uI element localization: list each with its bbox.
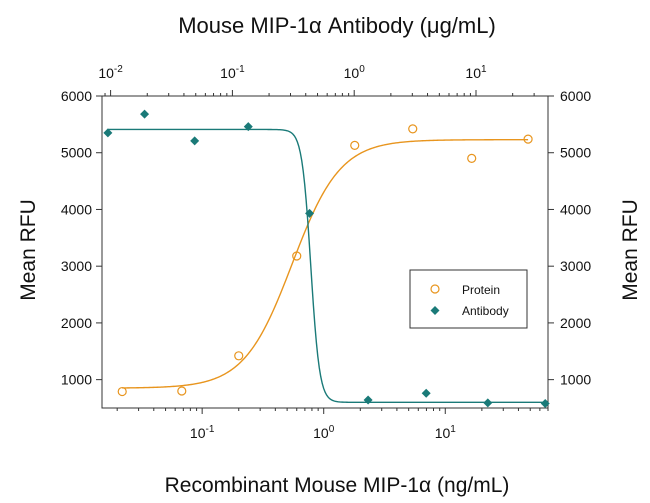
y-tick-label-right: 5000 — [560, 145, 591, 161]
chart-title: Mouse MIP-1α Antibody (μg/mL) — [178, 13, 496, 38]
data-point-antibody — [540, 398, 550, 408]
fit-curve-protein — [122, 138, 529, 389]
data-point-protein — [467, 153, 477, 163]
legend-label-antibody: Antibody — [462, 304, 509, 318]
y-tick-label-left: 6000 — [61, 88, 92, 104]
y-tick-label-right: 1000 — [560, 372, 591, 388]
y-tick-label-left: 5000 — [61, 145, 92, 161]
y-tick-label-left: 1000 — [61, 372, 92, 388]
data-point-antibody — [243, 122, 253, 132]
y-tick-label-right: 4000 — [560, 201, 591, 217]
x-bottom-tick-label: 100 — [313, 424, 335, 441]
legend-marker-protein — [430, 284, 440, 294]
data-point-antibody — [140, 109, 150, 119]
x-top-tick-label: 10-1 — [220, 64, 245, 81]
data-point-antibody — [363, 395, 373, 405]
fit-curves — [107, 128, 546, 404]
x-top-tick-label: 10-2 — [98, 64, 123, 81]
y-axis-label-right: Mean RFU — [619, 199, 642, 301]
data-point-protein — [234, 351, 244, 361]
legend-marker-antibody — [430, 306, 440, 315]
x-ticks-bottom: 10-1 100 101 — [116, 408, 549, 441]
y-axis-label-left: Mean RFU — [17, 199, 40, 301]
plot-frame — [101, 95, 549, 409]
data-point-antibody — [103, 128, 113, 138]
data-point-antibody — [190, 136, 200, 146]
legend-label-protein: Protein — [462, 283, 500, 297]
y-tick-label-right: 3000 — [560, 258, 591, 274]
data-point-antibody — [421, 388, 431, 398]
data-point-protein — [177, 386, 187, 396]
y-tick-label-right: 6000 — [560, 88, 591, 104]
x-bottom-tick-label: 10-1 — [190, 424, 215, 441]
y-tick-label-right: 2000 — [560, 315, 591, 331]
y-tick-label-left: 2000 — [61, 315, 92, 331]
data-point-protein — [292, 251, 302, 261]
data-point-antibody — [483, 398, 493, 408]
data-point-protein — [350, 140, 360, 150]
data-point-protein — [117, 386, 127, 397]
x-axis-label: Recombinant Mouse MIP-1α (ng/mL) — [165, 474, 510, 497]
x-ticks-top: 10-2 10-1 100 101 — [98, 64, 535, 96]
legend: Protein Antibody — [409, 269, 528, 329]
fit-curve-antibody — [107, 128, 546, 404]
y-tick-label-left: 3000 — [61, 258, 92, 274]
x-bottom-tick-label: 101 — [435, 424, 457, 441]
x-top-tick-label: 101 — [465, 64, 487, 81]
data-point-antibody — [305, 208, 315, 218]
data-point-protein — [408, 124, 418, 134]
x-top-tick-label: 100 — [344, 64, 366, 81]
y-ticks: 1000 1000 2000 2000 3000 3000 4000 4000 5000 5000… — [61, 88, 592, 388]
data-point-protein — [523, 134, 533, 144]
legend-box — [409, 269, 528, 329]
y-tick-label-left: 4000 — [61, 201, 92, 217]
data-points — [103, 109, 550, 408]
